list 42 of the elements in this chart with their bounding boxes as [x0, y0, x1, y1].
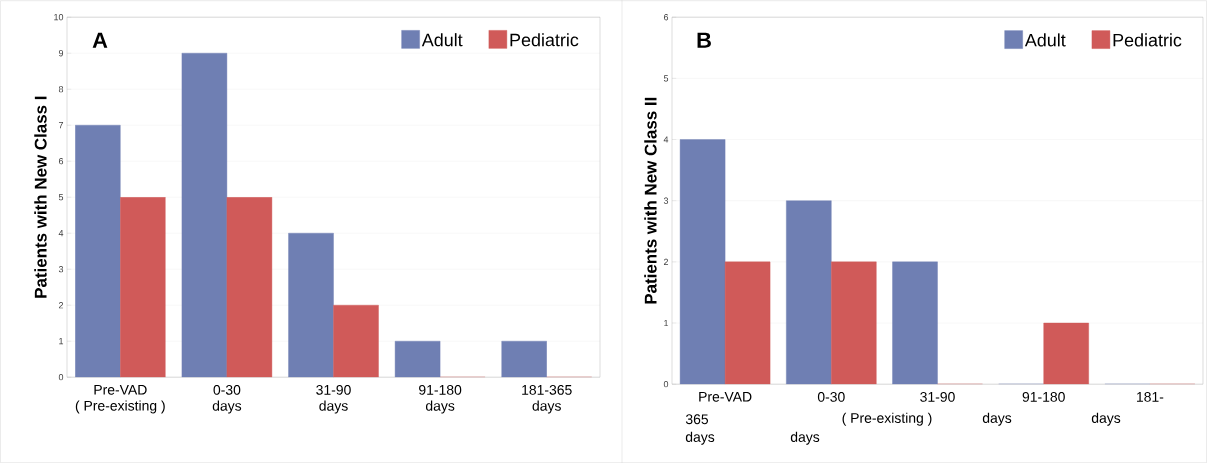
annotation: A	[92, 32, 108, 48]
x-tick-label: Pre-VAD	[699, 391, 752, 402]
y-axis-title: Patients with New Class II	[644, 97, 657, 304]
x-tick-label: 91-180 days	[419, 384, 462, 414]
legend-label: Adult	[1024, 33, 1066, 47]
y-tick-label: 3	[663, 197, 669, 204]
legend-label: Adult	[421, 32, 463, 47]
y-tick-label: 6	[663, 13, 669, 21]
x-tick-label: Pre-VAD ( Pre-existing )	[75, 384, 165, 414]
text: days	[685, 431, 715, 445]
y-tick-label: 5	[663, 75, 669, 82]
annotation: B	[697, 32, 711, 48]
y-tick-label: 0	[663, 380, 669, 388]
legend-label: Pediatric	[510, 32, 579, 47]
x-tick-label: 0-30 days	[212, 384, 242, 414]
text: days	[1091, 412, 1121, 426]
y-tick-label: 4	[58, 229, 64, 237]
x-tick-label: 181-	[1137, 391, 1164, 402]
y-tick-label: 1	[664, 319, 669, 326]
legend-label: Pediatric	[1113, 33, 1182, 47]
y-tick-label: 0	[58, 373, 64, 381]
x-tick-label: 31-90	[920, 391, 955, 402]
y-tick-label: 5	[58, 193, 64, 201]
y-tick-label: 6	[58, 157, 64, 165]
text: days	[790, 431, 820, 445]
y-tick-label: 3	[58, 265, 64, 273]
x-tick-label: 31-90 days	[316, 384, 351, 414]
y-tick-label: 10	[54, 13, 64, 21]
y-axis-title: Patients with New Class I	[34, 96, 47, 298]
y-tick-label: 1	[59, 337, 64, 345]
x-tick-label: 0-30	[817, 391, 845, 402]
y-tick-label: 2	[58, 301, 64, 309]
y-tick-label: 7	[58, 121, 64, 129]
y-tick-label: 9	[58, 49, 64, 57]
y-tick-label: 4	[663, 136, 669, 143]
text: ( Pre-existing )	[842, 412, 932, 426]
y-tick-label: 8	[58, 85, 64, 93]
x-tick-label: 181-365 days	[522, 384, 572, 414]
x-tick-label: 91-180	[1022, 391, 1065, 402]
y-tick-label: 2	[663, 258, 669, 265]
text: days	[982, 412, 1012, 426]
text: 365	[685, 414, 709, 424]
